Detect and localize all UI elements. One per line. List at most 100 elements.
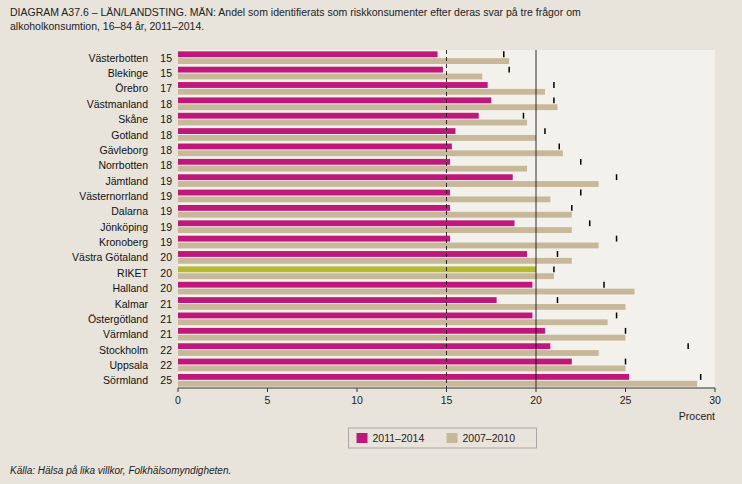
ci-tick <box>580 190 582 196</box>
bar <box>178 227 572 233</box>
category-label: Norrbotten <box>98 159 148 171</box>
bar <box>178 67 443 73</box>
ci-tick <box>557 251 559 257</box>
rank-label: 15 <box>160 52 172 64</box>
ci-tick <box>603 282 605 288</box>
rank-label: 22 <box>160 344 172 356</box>
ci-tick <box>503 51 505 57</box>
rank-label: 22 <box>160 359 172 371</box>
legend-swatch <box>357 433 368 443</box>
ci-tick <box>616 236 618 242</box>
rank-label: 19 <box>160 221 172 233</box>
ci-tick <box>553 82 555 88</box>
category-label: Dalarna <box>111 205 148 217</box>
tick-label: 25 <box>620 394 632 406</box>
rank-label: 19 <box>160 236 172 248</box>
category-label: Värmland <box>103 328 148 340</box>
category-label: Västernorrland <box>79 190 148 202</box>
legend: 2011–20142007–2010 <box>349 428 537 448</box>
bar <box>178 297 497 303</box>
category-labels: Västerbotten15Blekinge15Örebro17Västmanl… <box>72 52 172 387</box>
category-label: Västerbotten <box>88 52 148 64</box>
ci-tick <box>557 297 559 303</box>
title: DIAGRAM A37.6 – LÄN/LANDSTING. MÄN: Ande… <box>10 6 581 32</box>
bar <box>178 236 450 242</box>
rank-label: 17 <box>160 82 172 94</box>
bar <box>178 58 509 64</box>
bar <box>178 128 455 134</box>
reference-line <box>446 50 447 388</box>
category-label: Västra Götaland <box>72 251 148 263</box>
rank-label: 20 <box>160 282 172 294</box>
ci-tick <box>687 343 689 349</box>
bar <box>178 159 450 165</box>
ci-tick <box>571 205 573 211</box>
ci-tick <box>508 67 510 73</box>
ci-tick <box>700 374 702 380</box>
tick-label: 20 <box>530 394 542 406</box>
chart: DIAGRAM A37.6 – LÄN/LANDSTING. MÄN: Ande… <box>0 0 742 484</box>
tick <box>536 388 537 392</box>
category-label: RIKET <box>117 267 149 279</box>
category-label: Skåne <box>118 113 148 125</box>
tick <box>267 388 268 392</box>
bar <box>178 51 438 57</box>
bar <box>178 174 513 180</box>
bar <box>178 97 491 103</box>
bar <box>178 319 608 325</box>
category-label: Blekinge <box>108 67 148 79</box>
bar <box>178 266 536 272</box>
tick <box>715 388 716 392</box>
x-axis: 051015202530 <box>175 388 721 406</box>
tick <box>178 388 179 392</box>
rank-label: 18 <box>160 113 172 125</box>
bar <box>178 343 550 349</box>
rank-label: 19 <box>160 190 172 202</box>
marks <box>178 50 701 388</box>
rank-label: 21 <box>160 313 172 325</box>
ci-tick <box>559 144 561 150</box>
bar <box>178 251 527 257</box>
bar <box>178 282 532 288</box>
tick-label: 10 <box>351 394 363 406</box>
rank-label: 20 <box>160 251 172 263</box>
plot-area <box>178 50 715 388</box>
rank-label: 19 <box>160 175 172 187</box>
rank-label: 21 <box>160 298 172 310</box>
ci-tick <box>523 113 525 119</box>
x-axis-label: Procent <box>679 410 715 422</box>
reference-line <box>536 50 537 388</box>
rank-label: 19 <box>160 205 172 217</box>
category-label: Gävleborg <box>100 144 149 156</box>
ci-tick <box>625 328 627 334</box>
bar <box>178 120 527 126</box>
bar <box>178 381 697 387</box>
bar <box>178 374 629 380</box>
category-label: Stockholm <box>99 344 148 356</box>
rank-label: 18 <box>160 98 172 110</box>
category-label: Sörmland <box>103 374 148 386</box>
legend-swatch <box>447 433 458 443</box>
source: Källa: Hälsa på lika villkor, Folkhälsom… <box>10 465 231 476</box>
category-label: Örebro <box>115 82 148 94</box>
ci-tick <box>625 359 627 365</box>
rank-label: 18 <box>160 144 172 156</box>
rank-label: 21 <box>160 328 172 340</box>
background <box>0 0 742 484</box>
category-label: Jönköping <box>100 221 148 233</box>
legend-label: 2007–2010 <box>463 432 516 444</box>
ci-tick <box>616 174 618 180</box>
bar <box>178 313 532 319</box>
bar <box>178 150 563 156</box>
bar <box>178 243 599 249</box>
rank-label: 15 <box>160 67 172 79</box>
rank-label: 18 <box>160 159 172 171</box>
category-label: Jämtland <box>105 175 148 187</box>
tick <box>357 388 358 392</box>
bar <box>178 104 557 110</box>
bar <box>178 328 545 334</box>
tick <box>625 388 626 392</box>
category-label: Uppsala <box>109 359 148 371</box>
bar <box>178 190 450 196</box>
bar <box>178 166 527 172</box>
